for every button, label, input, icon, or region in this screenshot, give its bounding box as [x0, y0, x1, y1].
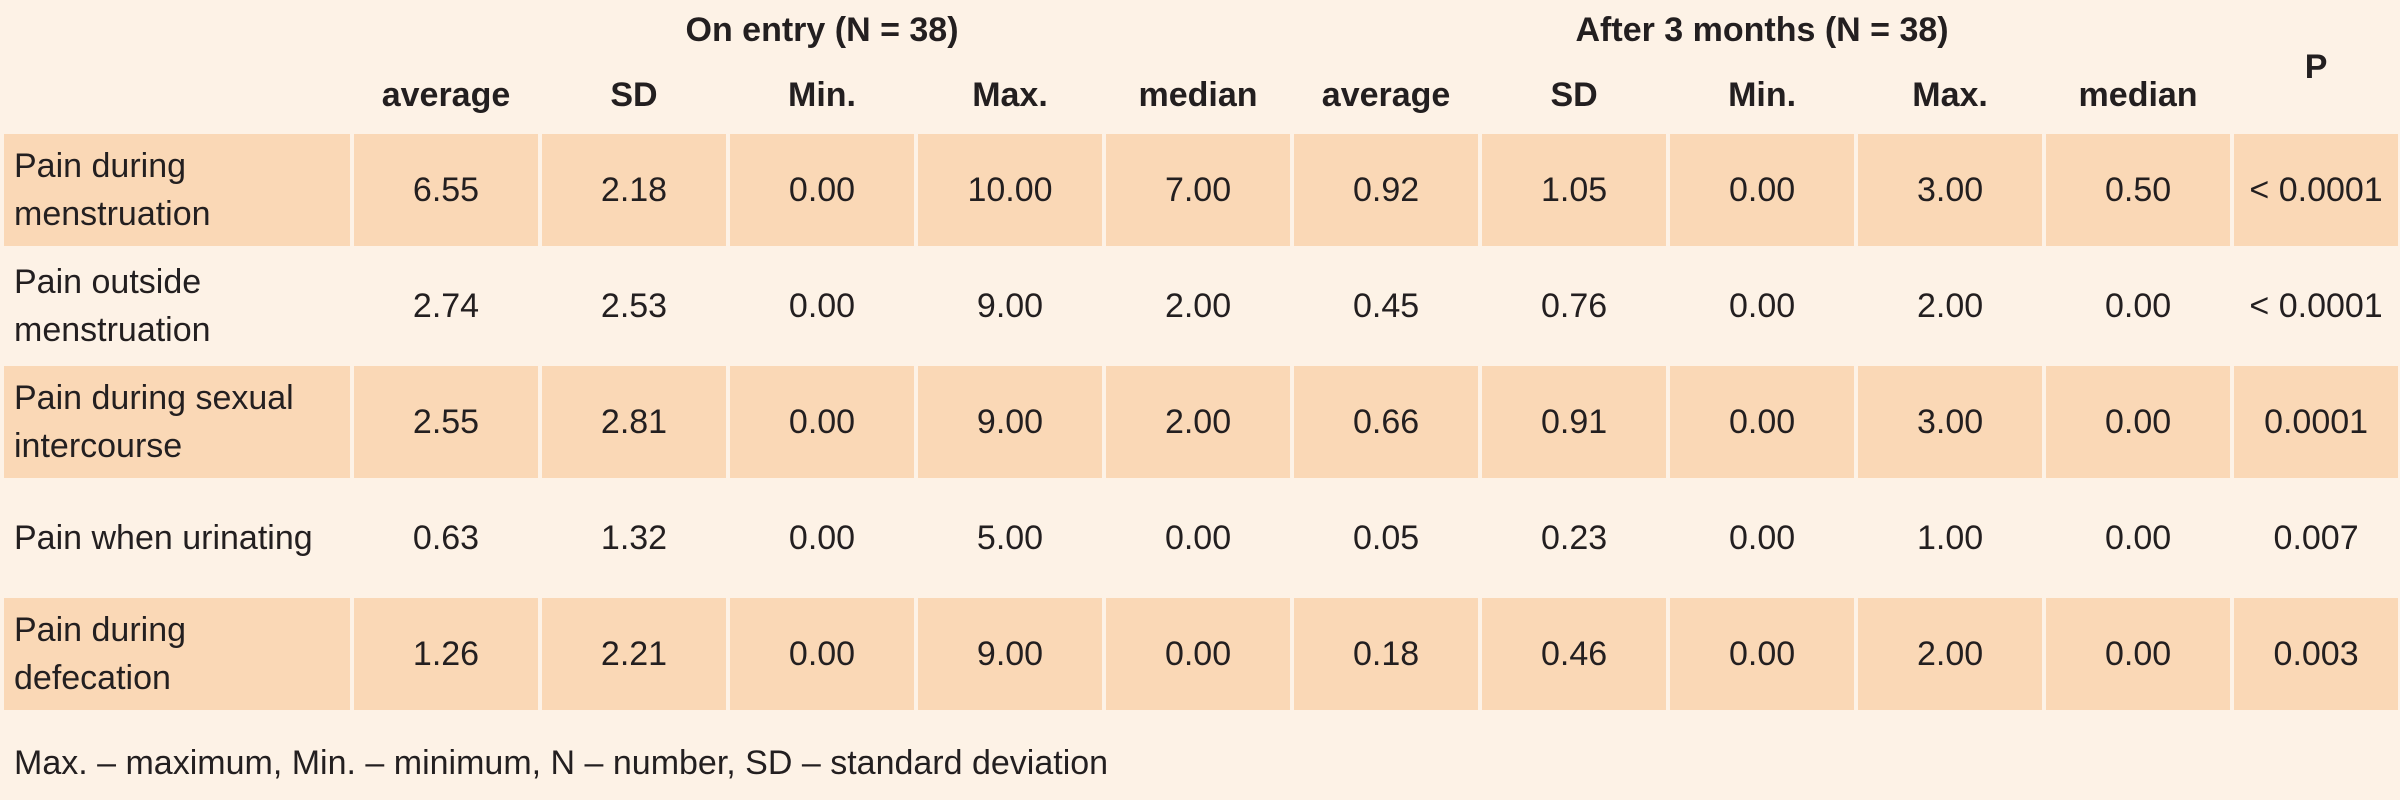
- column-header: Min.: [1670, 60, 1855, 130]
- p-value-cell: < 0.0001: [2234, 134, 2399, 246]
- table-cell: 0.00: [2046, 366, 2231, 478]
- table-cell: 0.91: [1482, 366, 1667, 478]
- table-cell: 0.00: [2046, 250, 2231, 362]
- column-header: average: [1294, 60, 1479, 130]
- table-footnote: Max. – maximum, Min. – minimum, N – numb…: [14, 744, 1109, 782]
- table-cell: 0.66: [1294, 366, 1479, 478]
- table-cell: 9.00: [918, 250, 1102, 362]
- table-cell: 0.92: [1294, 134, 1479, 246]
- table-cell: 0.00: [2046, 598, 2231, 710]
- table-cell: 0.00: [1670, 250, 1855, 362]
- group-header-after: After 3 months (N = 38): [1294, 4, 2231, 56]
- table-cell: 0.46: [1482, 598, 1667, 710]
- table-cell: 0.18: [1294, 598, 1479, 710]
- table-cell: 6.55: [354, 134, 538, 246]
- p-header: P: [2234, 4, 2399, 130]
- table-row: Pain during defecation 1.26 2.21 0.00 9.…: [4, 598, 2399, 710]
- p-value-cell: 0.0001: [2234, 366, 2399, 478]
- table-cell: 1.05: [1482, 134, 1667, 246]
- table-cell: 0.00: [1670, 482, 1855, 594]
- row-label: Pain outside menstruation: [4, 250, 350, 362]
- table-cell: 2.81: [542, 366, 726, 478]
- column-header: SD: [542, 60, 726, 130]
- table-row: Pain when urinating 0.63 1.32 0.00 5.00 …: [4, 482, 2399, 594]
- table-cell: 0.00: [730, 366, 914, 478]
- table-cell: 2.21: [542, 598, 726, 710]
- table-cell: 0.63: [354, 482, 538, 594]
- table-cell: 2.00: [1858, 250, 2043, 362]
- column-header-row: average SD Min. Max. median average SD M…: [4, 60, 2398, 130]
- column-header: Max.: [918, 60, 1102, 130]
- table-cell: 0.76: [1482, 250, 1667, 362]
- table-row: Pain during menstruation 6.55 2.18 0.00 …: [4, 134, 2399, 246]
- table-cell: 0.00: [1106, 482, 1291, 594]
- group-header-row: On entry (N = 38) After 3 months (N = 38…: [4, 4, 2399, 130]
- row-label: Pain during defecation: [4, 598, 350, 710]
- table-cell: 0.00: [2046, 482, 2231, 594]
- table-cell: 2.53: [542, 250, 726, 362]
- table-cell: 0.00: [1670, 134, 1855, 246]
- column-header: Max.: [1858, 60, 2043, 130]
- table-cell: 5.00: [918, 482, 1102, 594]
- row-label: Pain during menstruation: [4, 134, 350, 246]
- table-cell: 0.00: [1670, 366, 1855, 478]
- table-cell: 0.23: [1482, 482, 1667, 594]
- column-header: Min.: [730, 60, 914, 130]
- column-header: median: [2046, 60, 2231, 130]
- table-cell: 0.00: [730, 134, 914, 246]
- table-cell: 9.00: [918, 598, 1102, 710]
- table-cell: 2.00: [1106, 250, 1291, 362]
- table-cell: 2.00: [1106, 366, 1291, 478]
- p-value-cell: 0.007: [2234, 482, 2399, 594]
- table-cell: 2.74: [354, 250, 538, 362]
- table-cell: 0.00: [730, 482, 914, 594]
- row-label: Pain during sexual intercourse: [4, 366, 350, 478]
- table-cell: 2.18: [542, 134, 726, 246]
- table-cell: 0.00: [730, 598, 914, 710]
- table-cell: 0.00: [1106, 598, 1291, 710]
- table-cell: 2.55: [354, 366, 538, 478]
- table-cell: 0.00: [730, 250, 914, 362]
- table-cell: 1.32: [542, 482, 726, 594]
- table-cell: 0.05: [1294, 482, 1479, 594]
- table-cell: 0.45: [1294, 250, 1479, 362]
- table-row: Pain outside menstruation 2.74 2.53 0.00…: [4, 250, 2399, 362]
- table-cell: 3.00: [1858, 134, 2043, 246]
- column-header: SD: [1482, 60, 1667, 130]
- table-row: Pain during sexual intercourse 2.55 2.81…: [4, 366, 2399, 478]
- table-cell: 0.50: [2046, 134, 2231, 246]
- corner-cell: [4, 4, 350, 130]
- p-value-cell: < 0.0001: [2234, 250, 2399, 362]
- row-label: Pain when urinating: [4, 482, 350, 594]
- group-header-entry: On entry (N = 38): [354, 4, 1291, 56]
- table-cell: 3.00: [1858, 366, 2043, 478]
- table-cell: 10.00: [918, 134, 1102, 246]
- table-cell: 1.26: [354, 598, 538, 710]
- column-header: average: [354, 60, 538, 130]
- table-cell: 2.00: [1858, 598, 2043, 710]
- table-cell: 0.00: [1670, 598, 1855, 710]
- column-header: median: [1106, 60, 1291, 130]
- table-cell: 7.00: [1106, 134, 1291, 246]
- table-cell: 9.00: [918, 366, 1102, 478]
- p-value-cell: 0.003: [2234, 598, 2399, 710]
- table-cell: 1.00: [1858, 482, 2043, 594]
- results-table: On entry (N = 38) After 3 months (N = 38…: [4, 4, 2399, 710]
